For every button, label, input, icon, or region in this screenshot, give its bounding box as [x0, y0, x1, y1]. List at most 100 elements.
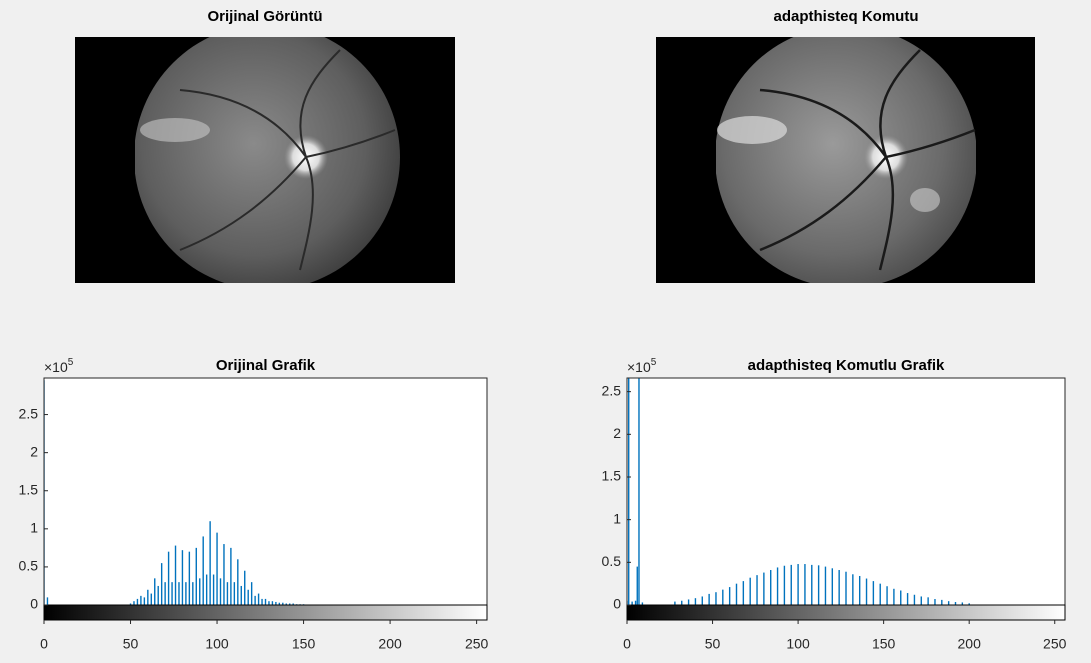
- bar: [886, 586, 887, 605]
- bar: [220, 578, 221, 605]
- bar: [736, 584, 737, 605]
- bar: [637, 567, 638, 605]
- y-tick-label: 0.5: [602, 553, 622, 569]
- bar: [137, 599, 138, 605]
- bar: [948, 601, 949, 605]
- chart-title: adapthisteq Komutlu Grafik: [748, 357, 945, 374]
- bar: [638, 378, 639, 605]
- bar: [688, 599, 689, 605]
- bar: [206, 575, 207, 605]
- bar: [832, 568, 833, 605]
- bar: [261, 599, 262, 605]
- bar: [722, 590, 723, 605]
- bar: [859, 576, 860, 605]
- y-tick-label: 1: [613, 510, 621, 526]
- bar: [251, 582, 252, 605]
- bar: [715, 592, 716, 605]
- bar: [171, 582, 172, 605]
- chart-title: Orijinal Grafik: [216, 357, 316, 374]
- bar: [941, 600, 942, 605]
- y-scale-label: ×105: [44, 357, 74, 375]
- bar: [209, 521, 210, 605]
- bar: [241, 586, 242, 605]
- bar: [161, 563, 162, 605]
- y-scale-base: ×10: [627, 359, 651, 375]
- bar: [893, 589, 894, 605]
- bar: [695, 598, 696, 605]
- bar: [825, 567, 826, 605]
- bar: [237, 559, 238, 605]
- bar: [784, 566, 785, 605]
- bar: [818, 565, 819, 605]
- plot-area: [627, 378, 1065, 605]
- plot-area: [44, 378, 487, 605]
- bar: [164, 582, 165, 605]
- bar: [777, 567, 778, 605]
- bar: [681, 601, 682, 605]
- bar: [244, 571, 245, 605]
- bar: [265, 599, 266, 605]
- bar: [838, 570, 839, 605]
- bar: [268, 601, 269, 605]
- bar: [873, 581, 874, 605]
- bar: [199, 578, 200, 605]
- bar: [914, 595, 915, 605]
- bar: [866, 579, 867, 605]
- x-tick-label: 0: [623, 636, 631, 652]
- bar: [230, 548, 231, 605]
- x-tick-label: 50: [705, 636, 721, 652]
- image-title: adapthisteq Komutu: [774, 8, 919, 25]
- bar: [729, 587, 730, 605]
- bar: [185, 582, 186, 605]
- bar: [770, 570, 771, 605]
- bar: [791, 565, 792, 605]
- x-tick-label: 100: [786, 636, 810, 652]
- colorbar: [627, 605, 1065, 620]
- x-tick-label: 50: [123, 636, 139, 652]
- bar: [756, 575, 757, 605]
- bar: [144, 597, 145, 605]
- bar: [927, 597, 928, 605]
- y-tick-label: 2.5: [602, 382, 622, 398]
- bar: [223, 544, 224, 605]
- x-tick-label: 250: [465, 636, 489, 652]
- bar: [178, 582, 179, 605]
- bar: [900, 590, 901, 605]
- bar: [154, 578, 155, 605]
- bar: [702, 596, 703, 605]
- x-tick-label: 0: [40, 636, 48, 652]
- x-tick-label: 200: [958, 636, 982, 652]
- bar: [674, 602, 675, 605]
- bar: [151, 594, 152, 605]
- bar: [247, 590, 248, 605]
- bar: [47, 597, 48, 605]
- bar: [147, 590, 148, 605]
- bar: [631, 602, 632, 605]
- x-tick-label: 200: [378, 636, 402, 652]
- y-tick-label: 2: [613, 425, 621, 441]
- y-tick-label: 1: [30, 520, 38, 536]
- bar: [158, 586, 159, 605]
- bar: [845, 572, 846, 605]
- bar: [213, 575, 214, 605]
- x-tick-label: 100: [205, 636, 229, 652]
- figure: Orijinal Görüntü adapthisteq Komutu 00.5…: [0, 0, 1091, 663]
- bar: [196, 548, 197, 605]
- bar: [907, 593, 908, 605]
- y-tick-label: 1.5: [602, 468, 622, 484]
- y-tick-label: 2: [30, 443, 38, 459]
- bar: [921, 596, 922, 605]
- bar: [227, 582, 228, 605]
- bar: [189, 552, 190, 605]
- y-tick-label: 2.5: [19, 405, 39, 421]
- bar: [708, 594, 709, 605]
- x-tick-label: 150: [292, 636, 316, 652]
- y-scale-base: ×10: [44, 359, 68, 375]
- bar: [192, 582, 193, 605]
- bar: [628, 378, 629, 605]
- bar: [852, 574, 853, 605]
- bar: [175, 546, 176, 605]
- bar: [133, 601, 134, 605]
- bar: [168, 552, 169, 605]
- x-tick-label: 250: [1043, 636, 1067, 652]
